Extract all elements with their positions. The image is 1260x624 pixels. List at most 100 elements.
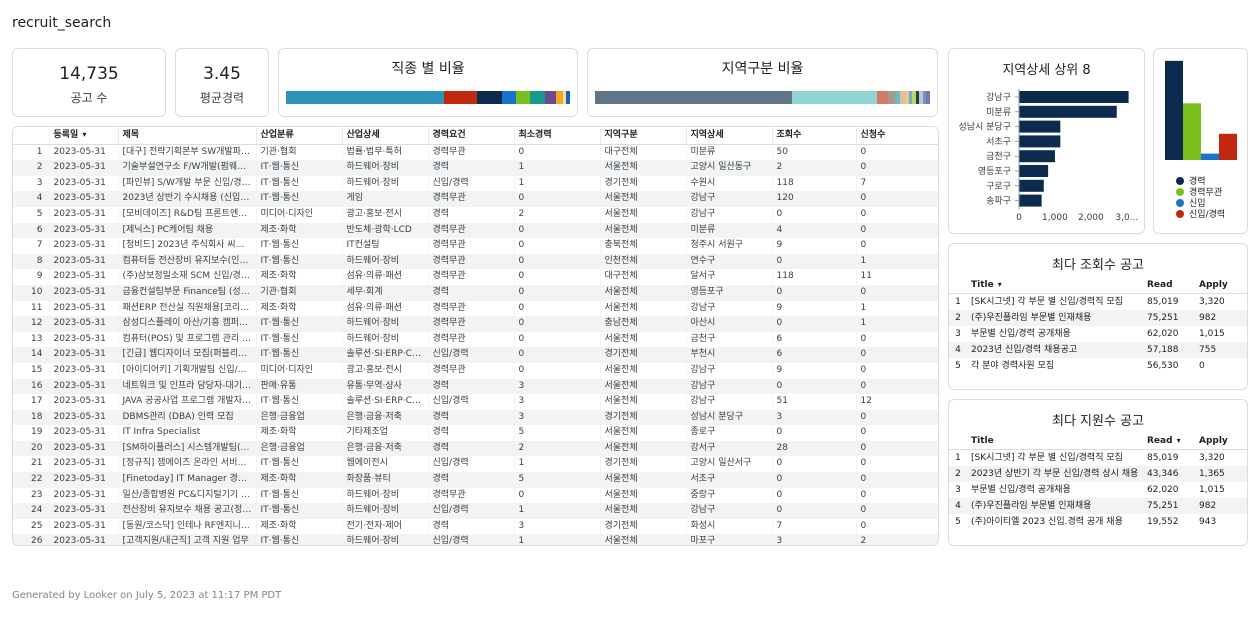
bar[interactable] <box>1201 153 1219 160</box>
table-cell: 2023-05-31 <box>49 284 119 301</box>
job-type-segment[interactable] <box>501 91 517 104</box>
table-row[interactable]: 22 2023-05-31 [Finetoday] IT Manager 경력 채용… <box>13 472 938 488</box>
list-item[interactable]: 5 각 분야 경력사원 모집 56,530 0 <box>949 358 1247 374</box>
row-index: 5 <box>13 206 50 223</box>
region-segment[interactable] <box>792 91 878 104</box>
column-header[interactable]: Apply <box>1195 277 1247 294</box>
table-row[interactable]: 20 2023-05-31 [SM하이플러스] 시스템개발팀(전산) 은행·금융업 은행… <box>13 440 938 457</box>
legend-item[interactable]: 신입 <box>1176 196 1206 209</box>
bar[interactable] <box>1019 135 1061 148</box>
job-type-stacked-bar[interactable] <box>286 91 570 104</box>
column-header[interactable]: 지역상세 <box>686 127 773 145</box>
table-row[interactable]: 9 2023-05-31 (주)삼보정밀소재 SCM 신입/경력 채용 제조·화학 섬유… <box>13 269 938 285</box>
column-header[interactable]: 제목 <box>118 127 257 145</box>
list-item[interactable]: 5 (주)아이티엘 2023 신입.경력 공개 채용 19,552 943 <box>949 514 1247 530</box>
bar[interactable] <box>1019 91 1129 103</box>
legend-item[interactable]: 경력 <box>1176 174 1206 187</box>
bar[interactable] <box>1019 165 1049 177</box>
list-item[interactable]: 2 2023년 상반기 각 부문 신입/경력 상시 채용 43,346 1,365 <box>949 466 1247 482</box>
region-segment[interactable] <box>887 91 895 104</box>
column-header[interactable]: 등록일 ▾ <box>49 127 119 145</box>
table-row[interactable]: 23 2023-05-31 일산/종합병원 PC&디지털기기 관리 IT·웹·통신 하드… <box>13 487 938 504</box>
bar[interactable] <box>1219 133 1237 160</box>
region-segment[interactable] <box>905 91 909 104</box>
column-header[interactable]: Apply <box>1195 433 1247 450</box>
region-segment[interactable] <box>919 91 923 104</box>
table-row[interactable]: 18 2023-05-31 DBMS관리 (DBA) 인력 모집 은행·금융업 은행·금… <box>13 409 938 426</box>
job-type-segment[interactable] <box>476 91 502 104</box>
column-header[interactable]: Title ▾ <box>967 277 1143 294</box>
table-cell: IT·웹·통신 <box>256 331 343 348</box>
column-header[interactable]: 경력요건 <box>428 127 515 145</box>
sort-descending-icon[interactable]: ▾ <box>82 130 87 139</box>
region-segment[interactable] <box>926 91 930 104</box>
table-row[interactable]: 21 2023-05-31 [정규직] 잼메이즈 온라인 서비스 운영 IT·웹·통신… <box>13 456 938 473</box>
table-row[interactable]: 16 2023-05-31 네트워크 및 인프라 담당자-대기업 협력 판매·유통 유통… <box>13 378 938 395</box>
list-item[interactable]: 1 [SK시그넷] 각 부문 별 신입/경력직 모집 85,019 3,320 <box>949 294 1247 311</box>
region-segment[interactable] <box>595 91 793 104</box>
table-row[interactable]: 12 2023-05-31 삼성디스플레이 아산/기흥 캠퍼스 채용 IT·웹·통신 하… <box>13 316 938 332</box>
table-row[interactable]: 19 2023-05-31 IT Infra Specialist 제조·화학 기타제조… <box>13 425 938 441</box>
table-row[interactable]: 17 2023-05-31 JAVA 공공사업 프로그램 개발자 채용 IT·웹·통신… <box>13 394 938 410</box>
region-segment[interactable] <box>915 91 920 104</box>
job-type-segment[interactable] <box>555 91 563 104</box>
bar[interactable] <box>1019 150 1055 163</box>
table-row[interactable]: 2 2023-05-31 기술부설연구소 F/W개발(펌웨어) 채용 IT·웹·통신 하… <box>13 160 938 176</box>
column-header[interactable]: 조회수 <box>772 127 857 145</box>
column-header[interactable]: 신청수 <box>856 127 938 145</box>
job-type-segment[interactable] <box>566 91 570 104</box>
job-type-segment[interactable] <box>286 91 445 104</box>
table-row[interactable]: 24 2023-05-31 전산장비 유지보수 채용 공고(정규직) IT·웹·통신 하… <box>13 503 938 519</box>
sort-descending-icon[interactable]: ▾ <box>1176 436 1181 445</box>
table-row[interactable]: 8 2023-05-31 컴퓨터등 전산장비 유지보수(인천) 채용 IT·웹·통신 하… <box>13 253 938 270</box>
bar[interactable] <box>1019 120 1061 133</box>
column-header[interactable]: 최소경력 <box>514 127 601 145</box>
region-segment[interactable] <box>877 91 888 104</box>
column-header[interactable]: 산업분류 <box>256 127 343 145</box>
legend-item[interactable]: 신입/경력 <box>1176 207 1225 220</box>
column-header[interactable]: Title <box>967 433 1143 450</box>
table-row[interactable]: 25 2023-05-31 [동원/코스닥] 인테나 RF엔지니어 채용 제조·화학 전… <box>13 518 938 535</box>
bar[interactable] <box>1183 103 1201 160</box>
bar[interactable] <box>1165 60 1183 161</box>
list-item[interactable]: 3 부문별 신입/경력 공개채용 62,020 1,015 <box>949 326 1247 342</box>
job-type-segment[interactable] <box>444 91 477 104</box>
bar[interactable] <box>1019 105 1117 118</box>
region-stacked-bar[interactable] <box>595 91 930 104</box>
job-type-segment[interactable] <box>562 91 567 104</box>
list-item[interactable]: 3 부문별 신입/경력 공개채용 62,020 1,015 <box>949 482 1247 498</box>
table-row[interactable]: 11 2023-05-31 패션ERP 전산실 직원채용[코리아] 제조·화학 섬유·의… <box>13 300 938 317</box>
column-header[interactable]: Read ▾ <box>1143 433 1195 450</box>
region-segment[interactable] <box>908 91 913 104</box>
job-type-segment[interactable] <box>516 91 531 104</box>
list-item[interactable]: 4 (주)우진플라임 부문별 인재채용 75,251 982 <box>949 498 1247 514</box>
table-row[interactable]: 10 2023-05-31 금융컨설팅부문 Finance팀 (성과관리) 기관·협회… <box>13 284 938 301</box>
table-row[interactable]: 3 2023-05-31 [파인뷰] S/W개발 부문 신입/경력 채용 IT·웹·통… <box>13 175 938 192</box>
column-header[interactable]: Read <box>1143 277 1195 294</box>
job-type-segment[interactable] <box>530 91 545 104</box>
legend-item[interactable]: 경력무관 <box>1176 185 1222 198</box>
list-item[interactable]: 1 [SK시그넷] 각 부문 별 신입/경력직 모집 85,019 3,320 <box>949 450 1247 467</box>
column-header[interactable]: 산업상세 <box>342 127 429 145</box>
region-segment[interactable] <box>894 91 900 104</box>
table-row[interactable]: 6 2023-05-31 [제닉스] PC케어팀 채용 제조·화학 반도체·광학·LCD… <box>13 222 938 239</box>
region-segment[interactable] <box>922 91 927 104</box>
list-item[interactable]: 2 (주)우진플라임 부문별 인재채용 75,251 982 <box>949 310 1247 326</box>
bar[interactable] <box>1019 179 1044 192</box>
region-segment[interactable] <box>900 91 906 104</box>
table-row[interactable]: 4 2023-05-31 2023년 상반기 수시채용 (신입/경력) IT·웹·통신… <box>13 191 938 207</box>
list-item[interactable]: 4 2023년 신입/경력 채용공고 57,188 755 <box>949 342 1247 358</box>
job-type-segment[interactable] <box>544 91 556 104</box>
region-segment[interactable] <box>912 91 916 104</box>
column-header[interactable]: 지역구분 <box>600 127 687 145</box>
table-row[interactable]: 1 2023-05-31 [대구] 전략기획본부 SW개발파트 채용 기관·협회 법률·… <box>13 144 938 161</box>
table-cell: 0 <box>772 456 857 473</box>
bar[interactable] <box>1019 194 1042 207</box>
sort-descending-icon[interactable]: ▾ <box>997 280 1002 289</box>
table-row[interactable]: 26 2023-05-31 [고객지원/내근직] 고객 지원 업무 IT·웹·통신 하드… <box>13 534 938 545</box>
